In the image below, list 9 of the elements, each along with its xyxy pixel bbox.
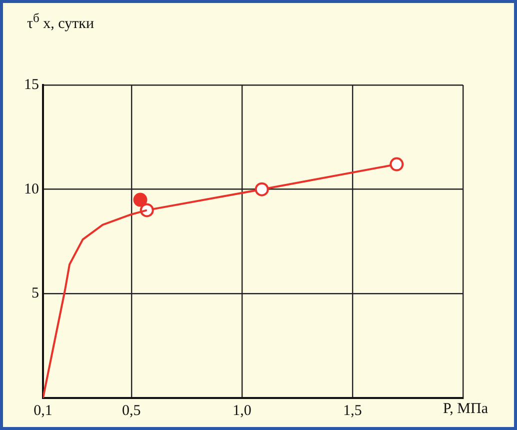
y-tick-label: 15 xyxy=(24,76,39,93)
x-tick-label: 1,0 xyxy=(232,402,252,419)
x-axis-title: P, МПа xyxy=(443,401,488,418)
x-tick-label: 0,5 xyxy=(122,402,141,419)
y-tick-label: 5 xyxy=(32,286,39,302)
y-axis-title: τ$^{б}$ x, сутки xyxy=(27,11,94,33)
x-tick-label: 1,5 xyxy=(343,402,362,419)
x-tick-label: 0,1 xyxy=(34,402,52,419)
y-tick-label: 10 xyxy=(24,181,39,198)
